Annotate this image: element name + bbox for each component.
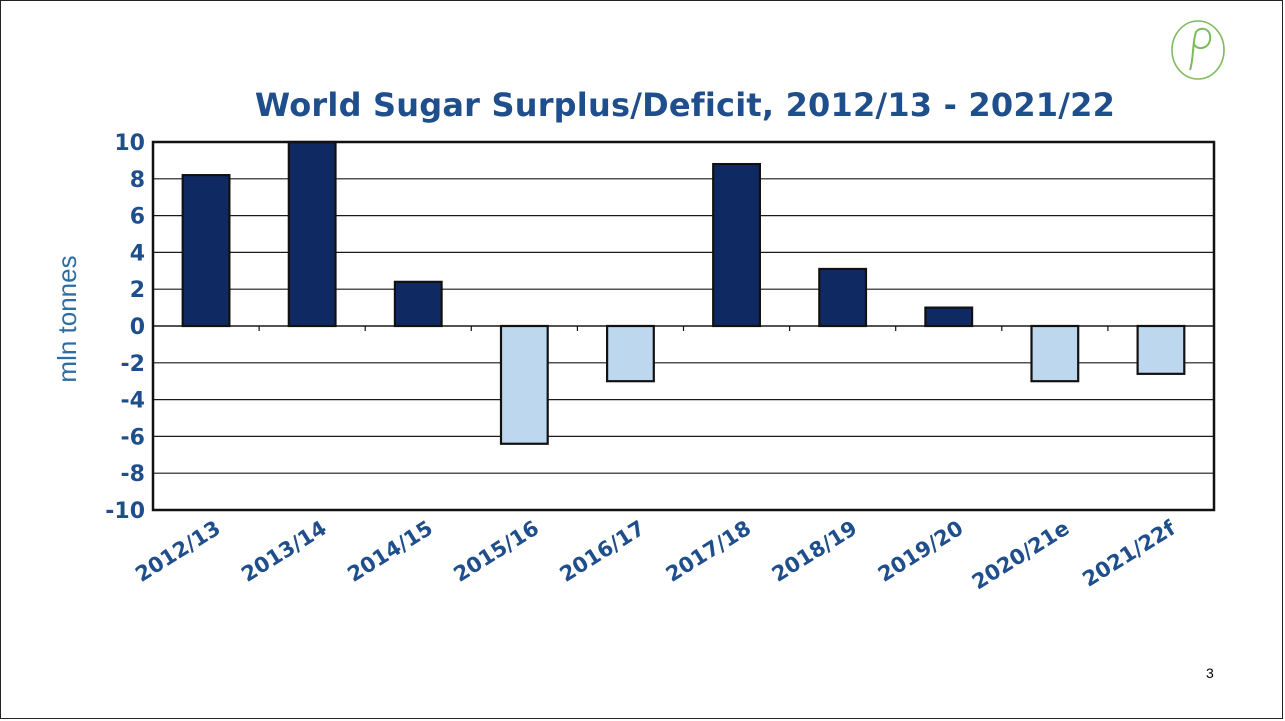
y-tick-label: -6 [121,425,145,450]
bar [1030,324,1080,383]
y-tick-label: -4 [121,389,145,414]
y-tick-label: -2 [121,352,145,377]
y-tick-label: 4 [130,241,145,266]
x-tick-label: 2015/16 [449,516,543,587]
y-tick-label: 6 [130,205,145,230]
x-tick-label: 2017/18 [662,516,756,587]
logo-icon [1171,20,1225,80]
y-tick-label: 8 [130,168,145,193]
y-tick-label: -10 [105,499,145,524]
y-tick-label: -8 [121,462,145,487]
x-tick-label: 2016/17 [556,516,650,587]
y-tick-label: 2 [130,278,145,303]
bar [1136,324,1186,375]
bar [924,306,974,328]
bar [606,324,655,383]
y-tick-label: 0 [130,315,145,340]
x-tick-label: 2012/13 [131,516,225,587]
x-tick-label: 2020/21e [968,516,1074,594]
bar [393,280,443,328]
chart-title: World Sugar Surplus/Deficit, 2012/13 - 2… [254,86,1116,124]
bar [181,174,231,328]
x-tick-label: 2014/15 [343,516,437,587]
y-axis-label: mln tonnes [52,255,82,382]
x-tick-label: 2021/22f [1078,515,1180,591]
x-tick-label: 2018/19 [768,516,862,587]
plot-border [151,140,1216,512]
page-number: 3 [1206,665,1214,681]
bar [818,267,868,328]
bar [287,140,337,328]
y-tick-label: 10 [114,131,145,156]
bar [712,162,761,328]
bar [499,324,549,445]
x-tick-label: 2019/20 [874,516,968,587]
x-tick-label: 2013/14 [237,516,331,587]
